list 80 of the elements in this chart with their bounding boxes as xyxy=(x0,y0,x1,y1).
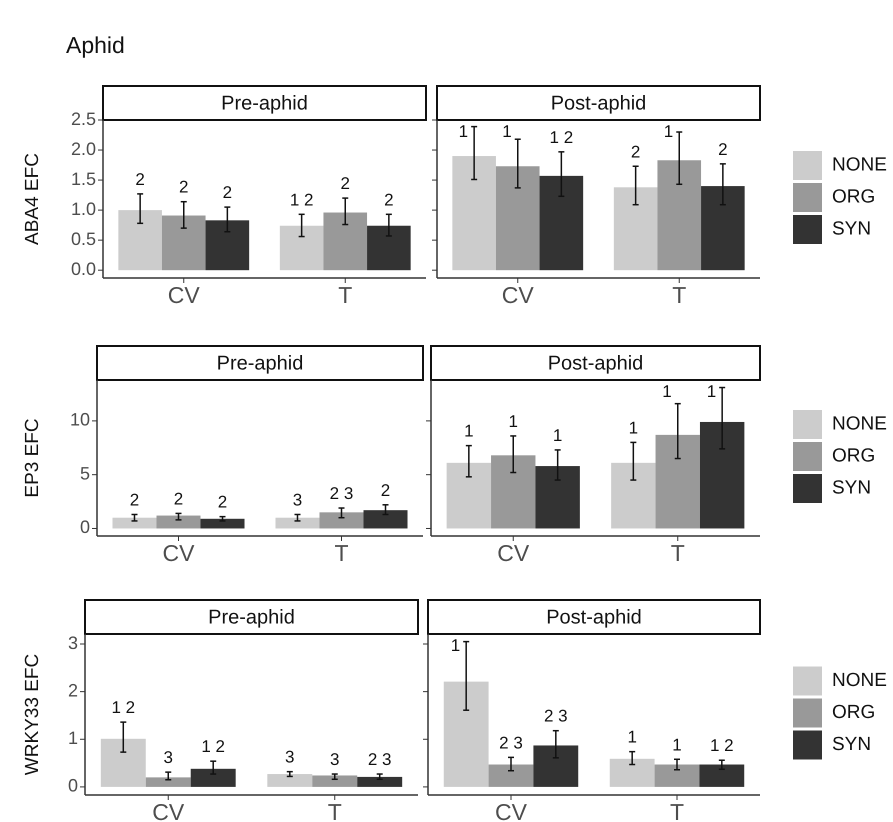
y-tick-label: 2 xyxy=(68,680,78,700)
annotation: 1 xyxy=(450,636,460,655)
annotation: 3 xyxy=(330,750,340,770)
annotation: 3 xyxy=(292,490,302,510)
annotation: 2 xyxy=(179,178,188,197)
y-tick-label: 2.5 xyxy=(70,108,96,129)
legend-label: SYN xyxy=(832,734,872,756)
legend-label: NONE xyxy=(832,154,887,176)
x-tick-label: T xyxy=(328,799,342,822)
chart-subtitle: Pre-aphid xyxy=(216,352,304,374)
annotation: 3 xyxy=(285,748,295,767)
x-tick-label: CV xyxy=(162,540,196,566)
annotation: 1 2 xyxy=(201,737,226,756)
chart-subtitle: Post-aphid xyxy=(550,92,646,114)
y-tick-label: 0.0 xyxy=(70,258,96,279)
annotation: 1 xyxy=(664,122,674,141)
annotation: 1 xyxy=(464,422,474,441)
annotation: 2 xyxy=(174,489,184,508)
annotation: 1 xyxy=(458,122,468,141)
chart-subtitle: Post-aphid xyxy=(546,606,642,628)
x-tick-label: CV xyxy=(497,540,530,566)
annotation: 1 xyxy=(502,122,512,141)
annotation: 2 xyxy=(340,174,350,194)
x-tick-label: CV xyxy=(495,799,528,822)
x-tick-label: T xyxy=(670,799,684,822)
x-tick-label: CV xyxy=(168,282,200,308)
legend-label: SYN xyxy=(832,218,872,240)
legend-label: ORG xyxy=(832,446,876,467)
annotation: 2 xyxy=(630,142,640,162)
y-axis-title: ABA4 EFC xyxy=(22,153,43,245)
annotation: 2 xyxy=(218,492,228,512)
y-tick-label: 1.0 xyxy=(70,198,96,219)
x-tick-label: CV xyxy=(502,282,534,308)
y-tick-label: 10 xyxy=(70,410,90,430)
y-tick-label: 1 xyxy=(68,728,78,748)
chart-title: Aphid xyxy=(66,32,125,58)
annotation: 1 2 xyxy=(111,698,136,718)
annotation: 1 xyxy=(508,412,518,431)
annotation: 1 xyxy=(552,426,562,445)
annotation: 2 3 xyxy=(544,706,568,726)
x-tick-label: T xyxy=(672,282,686,308)
annotation: 3 xyxy=(164,748,173,768)
legend-label: NONE xyxy=(832,414,887,435)
x-tick-label: CV xyxy=(152,799,185,822)
annotation: 1 2 xyxy=(710,736,734,756)
annotation: 2 xyxy=(384,190,394,210)
y-axis-title: EP3 EFC xyxy=(22,418,43,498)
legend-label: SYN xyxy=(832,478,872,499)
annotation: 1 xyxy=(662,382,672,401)
annotation: 1 xyxy=(627,728,637,747)
annotation: 1 xyxy=(628,418,638,438)
y-tick-label: 3 xyxy=(68,632,78,653)
annotation: 1 2 xyxy=(290,190,314,210)
annotation: 2 xyxy=(718,140,728,159)
x-tick-label: T xyxy=(334,540,349,566)
y-axis-title: WRKY33 EFC xyxy=(22,654,43,776)
annotation: 2 xyxy=(222,183,232,202)
y-tick-label: 0 xyxy=(80,517,90,538)
annotation: 2 3 xyxy=(330,484,354,504)
legend-label: NONE xyxy=(832,670,887,692)
annotation: 1 xyxy=(672,735,682,754)
chart-subtitle: Post-aphid xyxy=(548,352,644,374)
legend-label: ORG xyxy=(832,702,876,724)
annotation: 2 xyxy=(135,170,145,189)
y-tick-label: 0.5 xyxy=(70,228,96,249)
chart-subtitle: Pre-aphid xyxy=(208,606,295,628)
x-tick-label: T xyxy=(338,282,352,308)
y-tick-label: 5 xyxy=(80,463,90,484)
annotation: 1 2 xyxy=(550,128,574,147)
y-tick-label: 0 xyxy=(68,776,78,796)
y-tick-label: 1.5 xyxy=(70,168,96,189)
annotation: 2 3 xyxy=(368,750,392,770)
annotation: 2 xyxy=(130,490,140,510)
annotation: 2 3 xyxy=(499,733,523,752)
annotation: 2 xyxy=(380,480,390,500)
legend-label: ORG xyxy=(832,186,876,208)
annotation: 1 xyxy=(706,382,716,401)
x-tick-label: T xyxy=(670,540,685,566)
chart-subtitle: Pre-aphid xyxy=(221,92,308,114)
y-tick-label: 2.0 xyxy=(70,138,96,159)
